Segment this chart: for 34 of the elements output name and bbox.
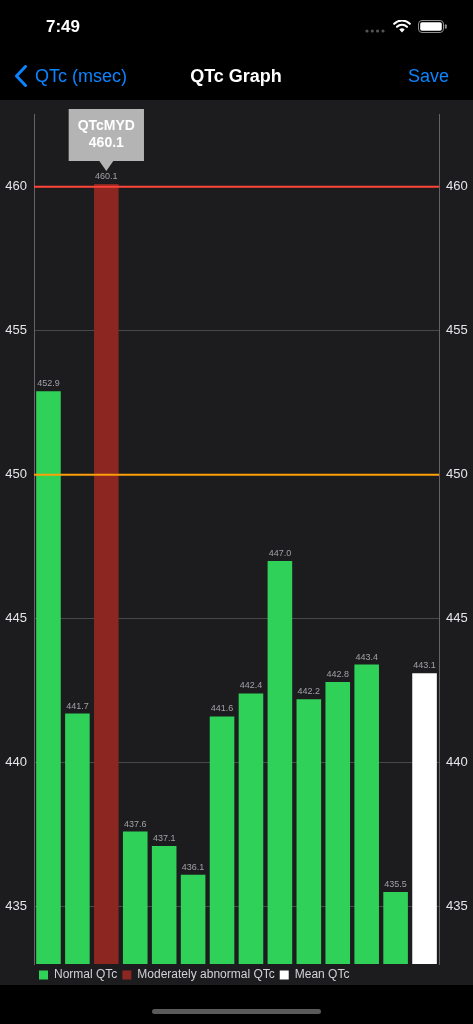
y2-tick-label: 450 [446, 466, 468, 482]
data-label: 441.7 [66, 700, 89, 711]
y2-tick-label: 440 [446, 754, 468, 770]
y-tick-label: 445 [5, 610, 27, 626]
data-label: 460.1 [95, 170, 118, 181]
y2-tick-label: 435 [446, 898, 468, 914]
data-label: 442.2 [297, 686, 321, 697]
text: 7:49 [46, 16, 81, 38]
y-tick-label: 455 [5, 322, 27, 338]
y-tick-label: 460 [5, 178, 27, 194]
text: Save [407, 65, 449, 88]
data-label: 447.0 [268, 547, 292, 558]
legend-label: Mean QTc [294, 967, 350, 982]
data-label: 436.1 [181, 861, 205, 872]
data-label: 443.1 [413, 660, 436, 671]
chart-title: QTc Graph [190, 65, 282, 88]
y2-tick-label: 455 [446, 322, 468, 338]
data-label: 442.8 [326, 668, 350, 679]
y-tick-label: 435 [5, 898, 27, 914]
text: QTc (msec) [35, 65, 127, 88]
legend-label: Normal QTc [54, 967, 118, 982]
data-label: 452.9 [37, 378, 60, 389]
data-label: 437.1 [152, 832, 176, 843]
data-label: 435.5 [384, 879, 407, 890]
legend-label: Moderately abnormal QTc [137, 967, 275, 982]
data-label: 443.4 [355, 651, 378, 662]
y-tick-label: 450 [5, 466, 27, 482]
y2-tick-label: 445 [446, 610, 468, 626]
y2-tick-label: 460 [446, 178, 468, 194]
data-label: 437.6 [123, 818, 147, 829]
data-label: 441.6 [210, 703, 234, 714]
data-label: 442.4 [239, 680, 263, 691]
y-tick-label: 440 [5, 754, 27, 770]
annotation: QTcMYD 460.1 [77, 117, 135, 151]
